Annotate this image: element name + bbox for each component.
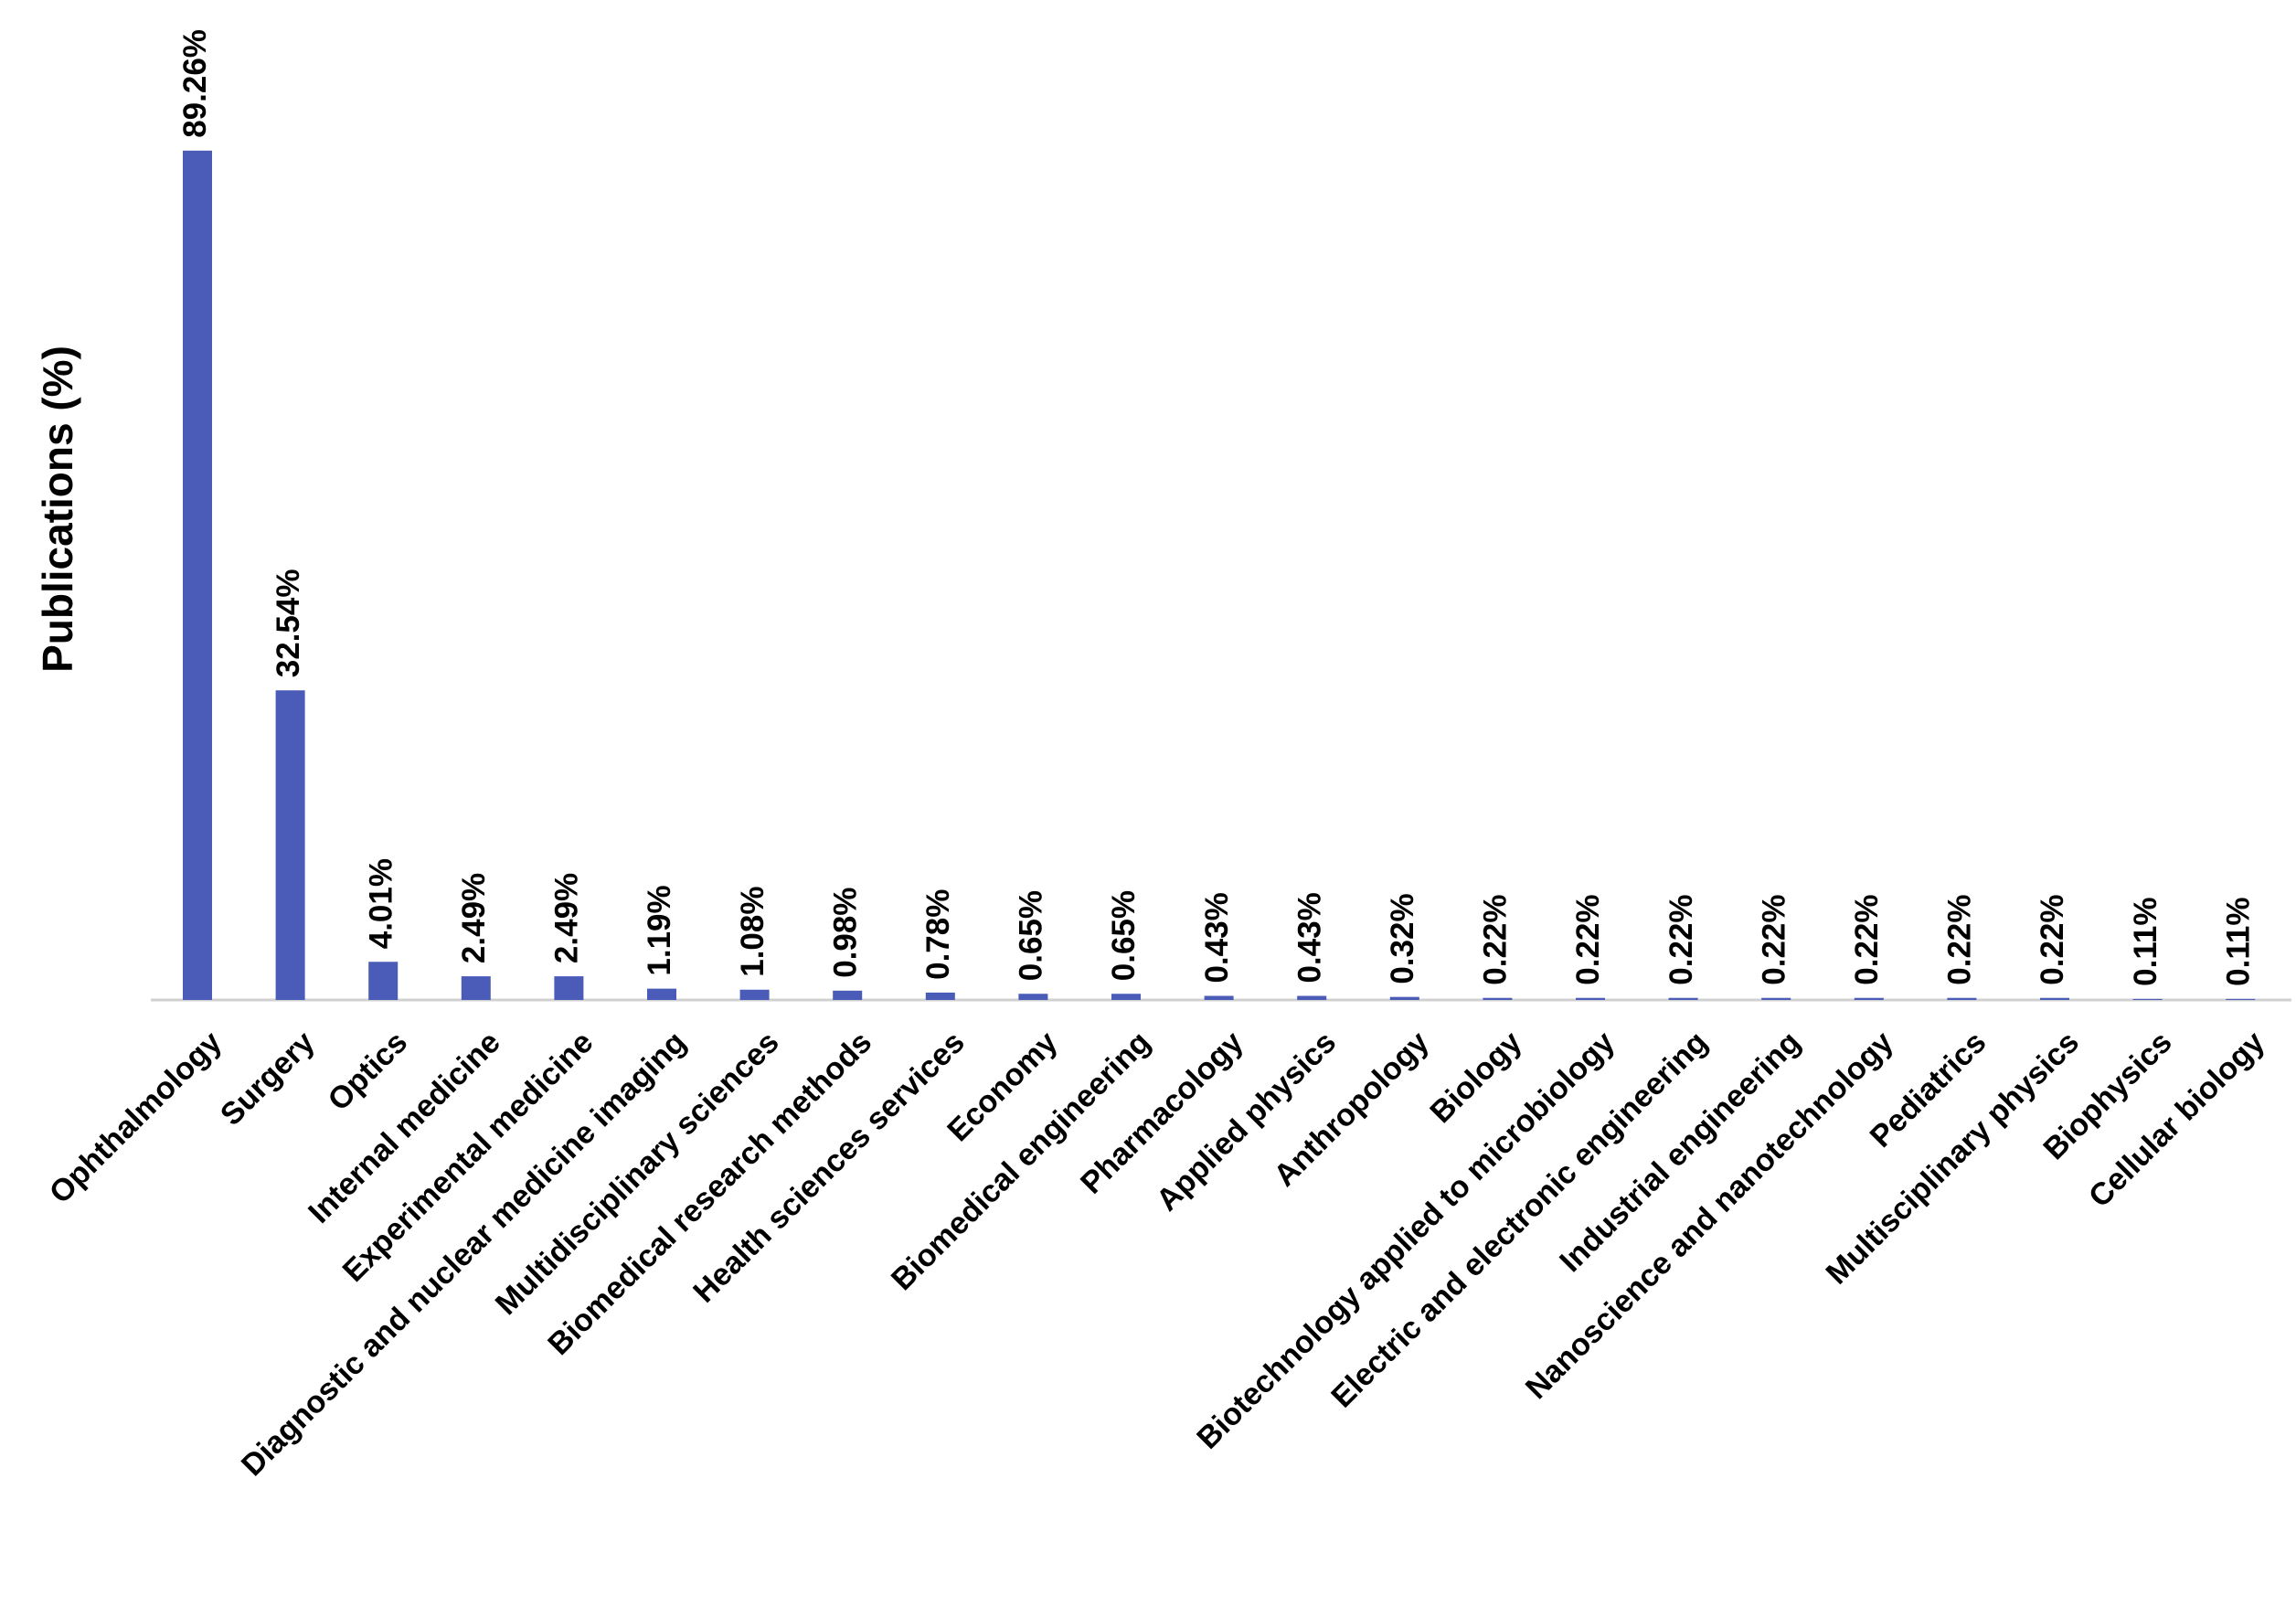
bar [833,990,863,1000]
value-label: 0.22% [1570,894,1606,984]
bar [2226,998,2256,1000]
value-label: 1.08% [735,887,771,977]
bar [554,976,584,1000]
value-label: 4.01% [363,858,399,949]
bar [275,690,305,1000]
value-label: 0.11% [2220,898,2256,986]
y-axis-label: Publications (%) [34,346,81,673]
bar [1668,997,1698,1000]
bar [2040,997,2069,1000]
bar [1947,997,1977,1000]
value-label: 0.32% [1385,893,1420,984]
bar [1761,997,1791,1000]
bar [461,976,491,1000]
value-label: 0.78% [920,889,956,980]
value-label: 0.11% [2128,898,2163,986]
value-label: 0.22% [1942,894,1978,984]
value-label: 0.43% [1292,892,1327,983]
bar [1576,997,1605,1000]
bar [739,989,770,1000]
bar [1111,994,1141,1000]
value-label: 0.22% [1664,894,1699,984]
bar [1204,995,1234,1000]
value-label: 1.19% [642,885,677,975]
bar [1854,997,1884,1000]
value-label: 0.65% [1014,890,1049,981]
x-tick-label: Surgery [214,1025,322,1133]
bar [1389,996,1419,1000]
value-label: 0.22% [1478,894,1514,984]
value-label: 32.54% [271,569,306,678]
value-label: 0.22% [1849,894,1885,984]
bar [1018,994,1048,1000]
value-label: 0.98% [827,888,863,978]
x-tick-label: Pharmacology [1074,1025,1250,1201]
bar [647,988,676,1000]
x-tick-label: Optics [322,1025,415,1118]
value-label: 0.43% [1199,892,1235,983]
bar [1483,997,1513,1000]
bar [925,992,955,1000]
value-label: 2.49% [456,873,492,963]
value-label: 0.22% [2035,894,2070,984]
x-tick-label: Cellular biology [2082,1025,2271,1214]
x-tick-label: Ophthalmology [43,1025,229,1210]
value-label: 2.49% [549,873,585,963]
value-label: 0.22% [1756,894,1791,984]
bar [183,150,212,1000]
bar [2132,998,2163,1000]
value-label: 0.65% [1106,890,1142,981]
bar [1297,995,1327,1000]
bar [368,962,399,1000]
value-label: 89.26% [177,29,213,138]
